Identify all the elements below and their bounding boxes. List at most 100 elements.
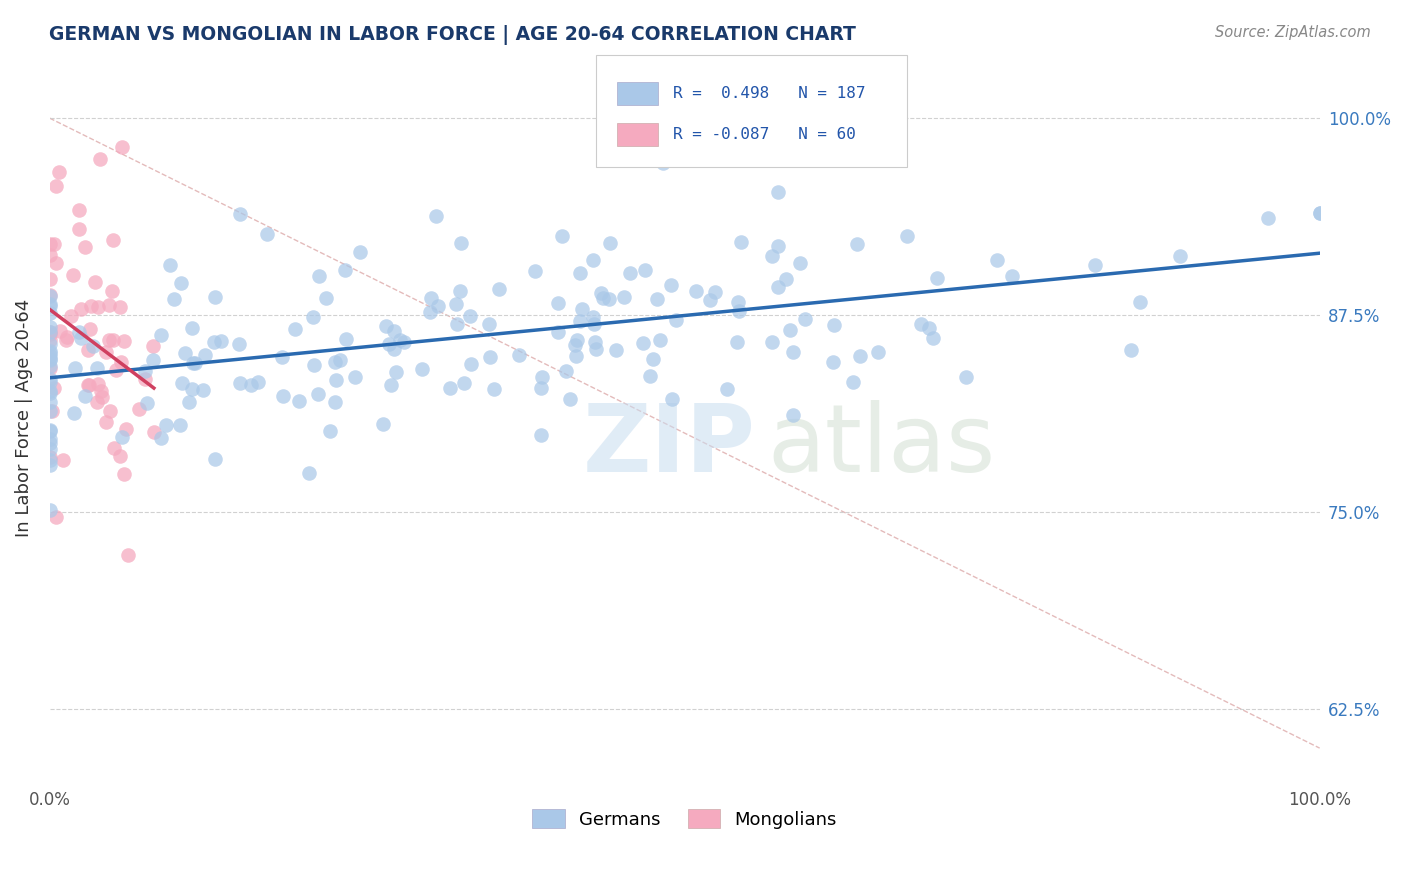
Point — [134, 372, 156, 386]
Point — [583, 317, 606, 331]
Point — [38, 361, 60, 376]
Text: atlas: atlas — [768, 401, 995, 492]
Point — [115, 422, 138, 436]
Point — [179, 395, 201, 409]
Point — [298, 467, 321, 481]
Point — [41, 404, 63, 418]
Point — [75, 240, 97, 254]
Point — [567, 333, 589, 347]
Point — [52, 453, 75, 467]
Point — [910, 317, 932, 331]
Point — [49, 324, 72, 338]
Point — [111, 429, 134, 443]
Point — [419, 291, 441, 305]
Point — [70, 301, 93, 316]
Text: R =  0.498   N = 187: R = 0.498 N = 187 — [673, 86, 866, 101]
Point — [568, 314, 591, 328]
Point — [849, 349, 872, 363]
Point — [70, 331, 93, 345]
Point — [389, 333, 412, 347]
Point — [181, 356, 204, 370]
Point — [204, 334, 226, 349]
Point — [194, 348, 217, 362]
Point — [1001, 269, 1024, 284]
Point — [392, 334, 415, 349]
Point — [38, 334, 60, 348]
Point — [110, 449, 132, 463]
Point — [922, 331, 945, 345]
Point — [458, 309, 481, 323]
Point — [319, 424, 342, 438]
Point — [191, 384, 214, 398]
Point — [564, 337, 586, 351]
Point — [427, 299, 450, 313]
Point — [761, 335, 783, 350]
Point — [547, 325, 569, 339]
Point — [76, 343, 98, 358]
Point — [439, 381, 461, 395]
Point — [349, 245, 371, 260]
Point — [1129, 294, 1152, 309]
Point — [80, 299, 103, 313]
Point — [651, 156, 673, 170]
Point — [247, 376, 270, 390]
Point — [665, 313, 688, 327]
Point — [411, 361, 433, 376]
Point — [209, 334, 232, 348]
Point — [38, 299, 60, 313]
Point — [648, 333, 671, 347]
Point — [155, 417, 177, 432]
Point — [446, 297, 468, 311]
Point — [301, 310, 323, 324]
Point — [782, 345, 804, 359]
Point — [38, 319, 60, 334]
FancyBboxPatch shape — [596, 55, 907, 168]
Point — [38, 344, 60, 359]
Point — [38, 424, 60, 438]
Point — [583, 335, 606, 350]
Point — [1257, 211, 1279, 225]
Point — [508, 349, 530, 363]
Point — [98, 403, 121, 417]
Point — [173, 346, 195, 360]
Point — [478, 317, 501, 331]
Point — [67, 222, 90, 236]
Point — [38, 337, 60, 351]
Point — [38, 450, 60, 465]
Point — [38, 306, 60, 320]
Point — [727, 295, 749, 310]
Point — [38, 272, 60, 286]
Point — [142, 425, 165, 439]
Point — [793, 311, 815, 326]
Point — [488, 282, 510, 296]
Point — [1168, 249, 1191, 263]
Point — [77, 378, 100, 392]
Point — [82, 338, 104, 352]
Point — [986, 252, 1008, 267]
Point — [775, 272, 797, 286]
Point — [529, 381, 551, 395]
Point — [105, 363, 128, 377]
Point — [59, 310, 82, 324]
Point — [229, 207, 252, 221]
Point — [103, 333, 125, 347]
Point — [270, 350, 292, 364]
Point — [38, 453, 60, 467]
Point — [659, 278, 682, 293]
Point — [582, 253, 605, 268]
Point — [38, 326, 60, 341]
Point — [779, 323, 801, 337]
Point — [568, 266, 591, 280]
Point — [271, 389, 294, 403]
Point — [449, 284, 471, 298]
Point — [117, 548, 139, 562]
Legend: Germans, Mongolians: Germans, Mongolians — [524, 802, 845, 836]
Point — [142, 339, 165, 353]
Point — [530, 428, 553, 442]
Point — [638, 368, 661, 383]
Point — [371, 417, 394, 431]
Point — [142, 353, 165, 368]
Point — [170, 376, 193, 391]
Point — [204, 290, 226, 304]
Point — [98, 298, 121, 312]
